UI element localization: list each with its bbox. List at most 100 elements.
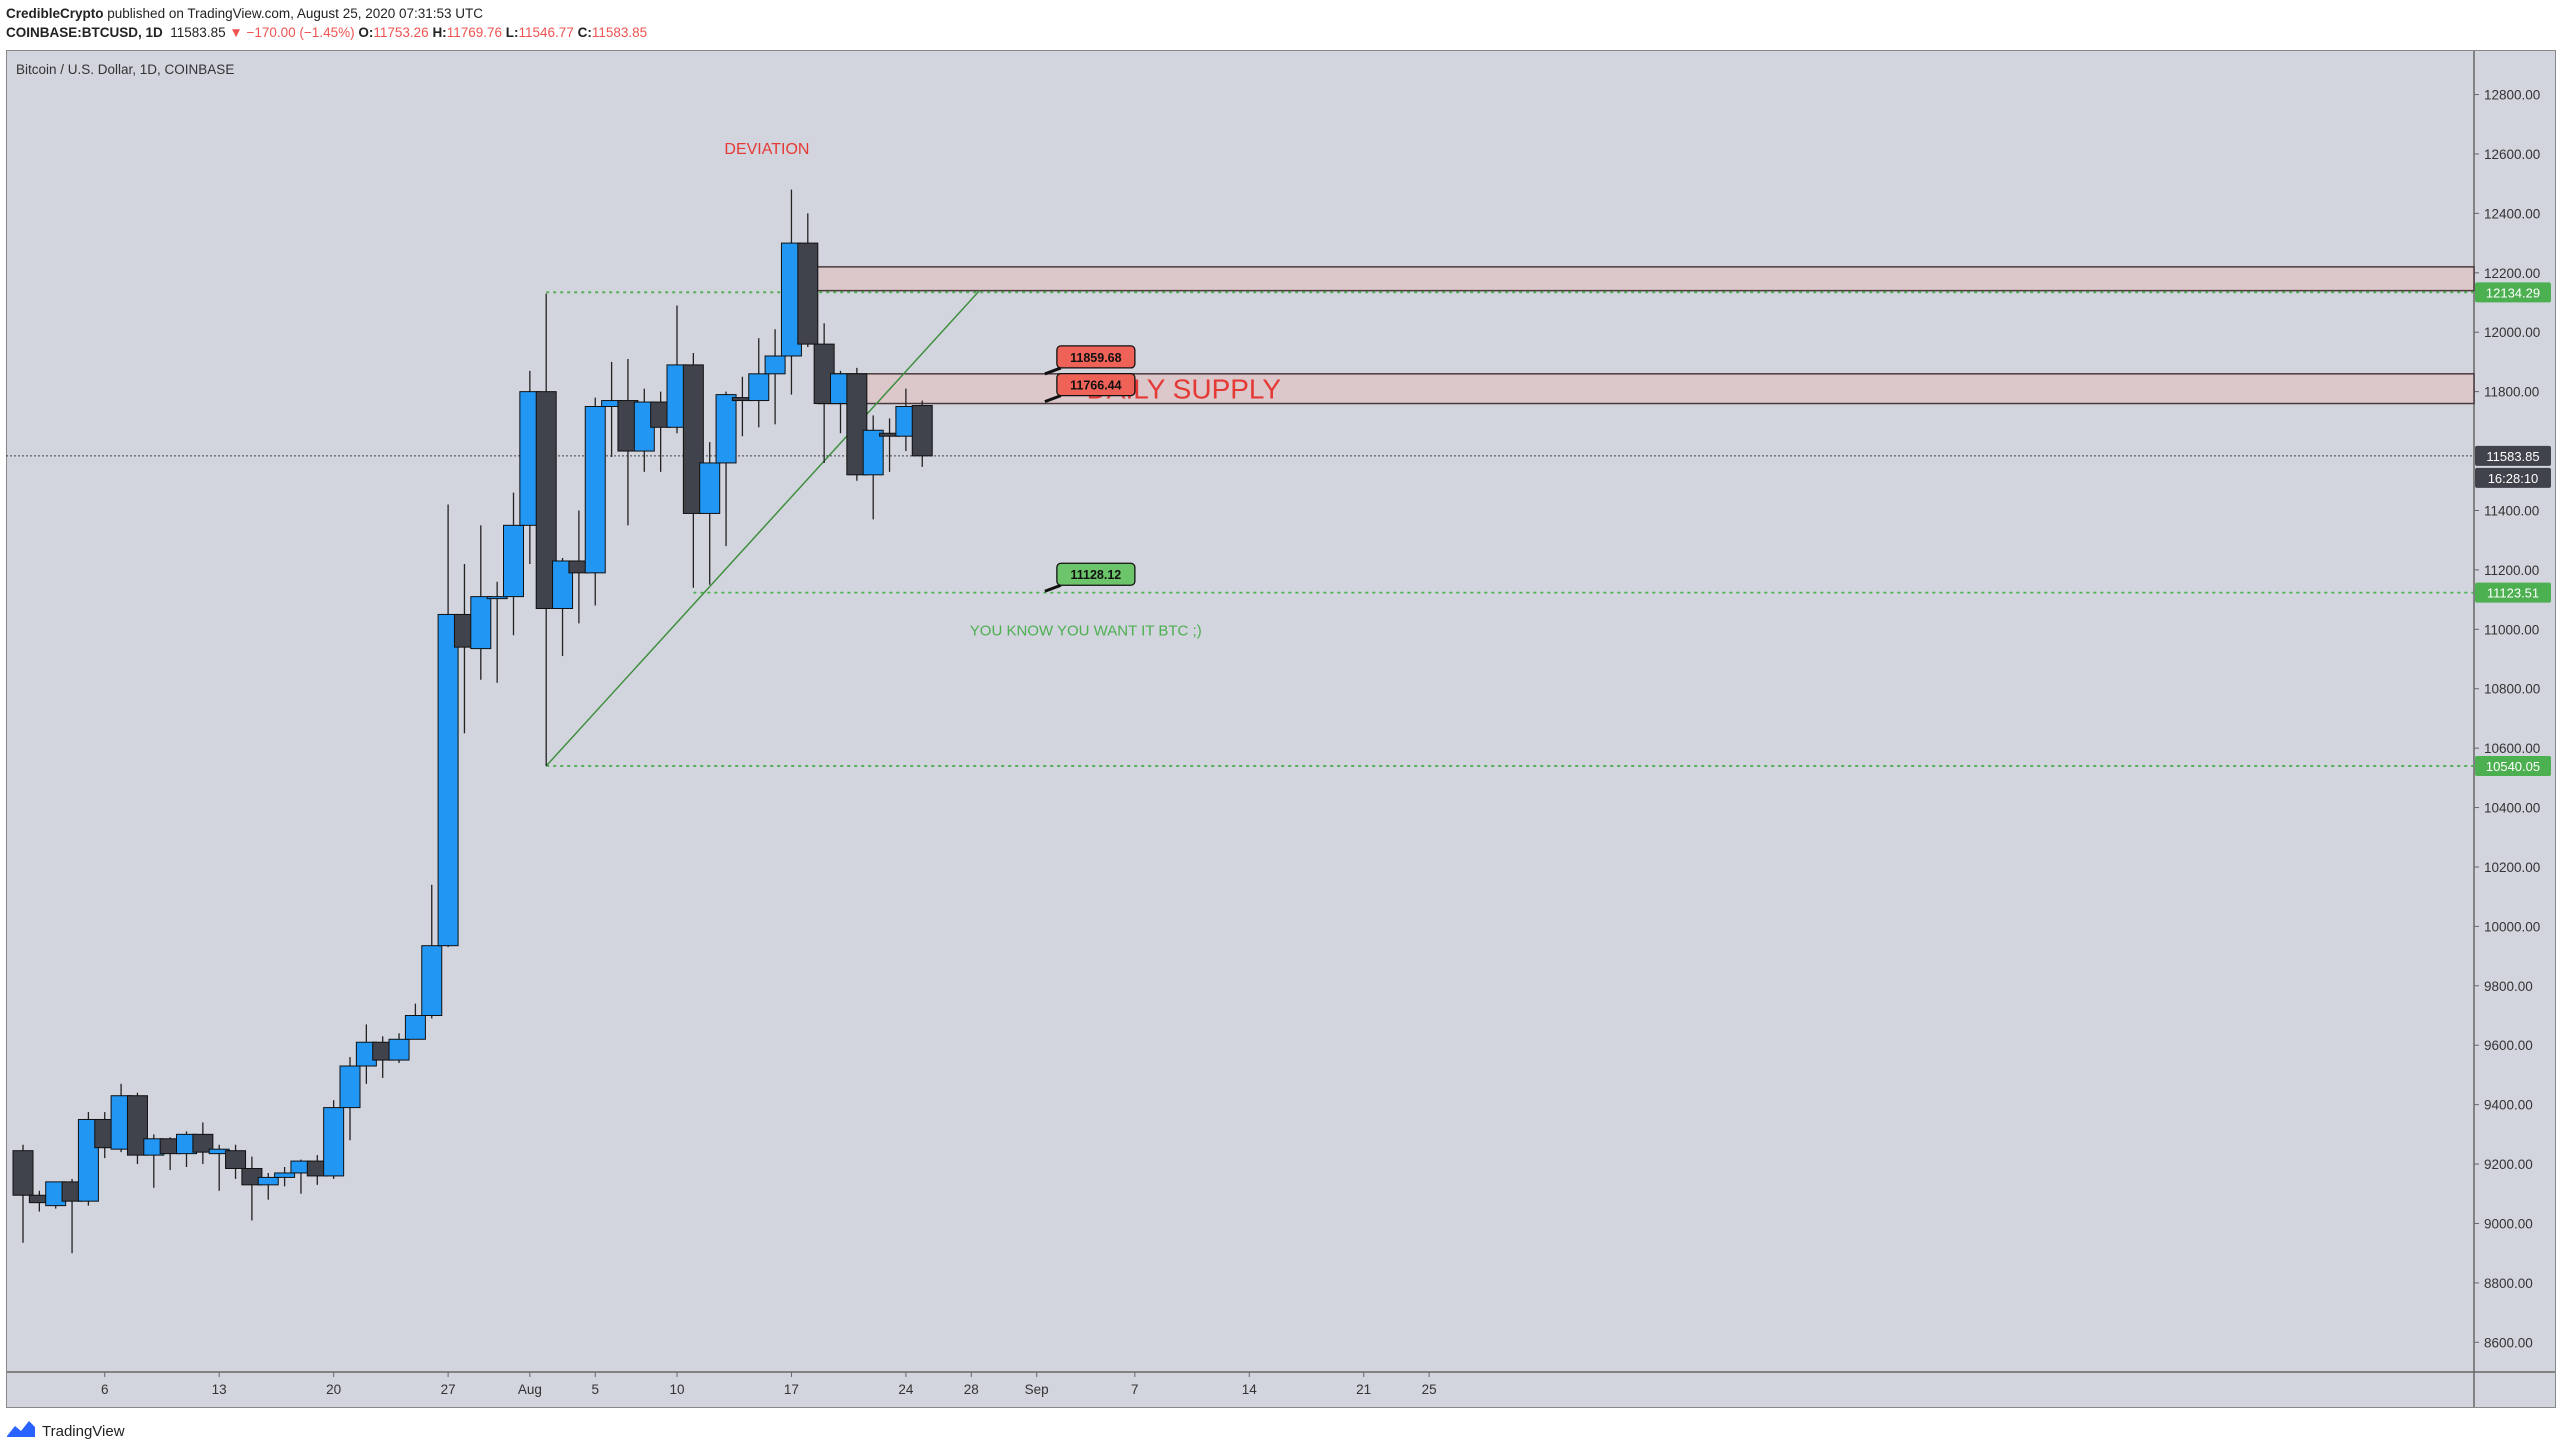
x-tick-label: 10 xyxy=(669,1382,684,1397)
y-tick-label: 12600.00 xyxy=(2484,147,2540,162)
y-tick-label: 12400.00 xyxy=(2484,206,2540,221)
candle-body xyxy=(257,1176,279,1186)
candle-body xyxy=(846,373,868,476)
level-price-badge xyxy=(2475,282,2551,303)
countdown-badge-label: 16:28:10 xyxy=(2488,471,2539,486)
high-label: H: xyxy=(432,25,447,40)
tradingview-brand[interactable]: TradingView xyxy=(42,1422,125,1440)
y-tick-label: 10000.00 xyxy=(2484,919,2540,934)
candles xyxy=(12,189,933,1254)
candle-body xyxy=(764,355,786,375)
candle-body xyxy=(699,462,721,514)
chart-title: Bitcoin / U.S. Dollar, 1D, COINBASE xyxy=(16,62,234,77)
y-tick-label: 11400.00 xyxy=(2484,503,2539,518)
tradingview-logo-icon[interactable] xyxy=(6,1419,36,1443)
candle-body xyxy=(503,524,524,598)
current-price-badge xyxy=(2475,445,2551,466)
candle-body xyxy=(748,373,770,402)
low-value: 11546.77 xyxy=(518,25,574,40)
x-tick-label: 6 xyxy=(101,1382,109,1397)
supply-zone xyxy=(784,266,2475,292)
price-callout-box xyxy=(1056,345,1136,369)
chart-border xyxy=(6,50,2556,1408)
candle-body xyxy=(862,429,884,476)
y-tick-label: 9800.00 xyxy=(2484,979,2533,994)
price-callout-label: 11859.68 xyxy=(1070,351,1121,365)
candle-body xyxy=(404,1015,426,1040)
candle-body xyxy=(715,394,737,464)
candle-body xyxy=(421,945,443,1017)
price-callout-box xyxy=(1056,372,1136,397)
candle-body xyxy=(470,596,492,650)
candle-body xyxy=(535,391,557,610)
note-label: YOU KNOW YOU WANT IT BTC ;) xyxy=(970,622,1202,639)
low-label: L: xyxy=(505,25,519,40)
candle-body xyxy=(584,405,606,574)
horizontal-levels xyxy=(6,290,2474,767)
y-tick-label: 8600.00 xyxy=(2484,1335,2533,1350)
candle-body xyxy=(12,1150,34,1196)
y-tick-label: 9600.00 xyxy=(2484,1038,2533,1053)
price-callout-label: 11766.44 xyxy=(1070,379,1121,393)
open-value: 11753.26 xyxy=(373,25,429,40)
symbol-label: COINBASE:BTCUSD, 1D xyxy=(6,25,163,40)
price-change: −170.00 (−1.45%) xyxy=(246,25,355,40)
candle-body xyxy=(274,1172,296,1178)
high-value: 11769.76 xyxy=(446,25,502,40)
x-tick-label: 7 xyxy=(1131,1382,1139,1397)
level-price-badge-label: 10540.05 xyxy=(2486,759,2540,774)
x-tick-label: 25 xyxy=(1422,1382,1437,1397)
y-tick-label: 12800.00 xyxy=(2484,88,2540,103)
chart-header: CredibleCrypto published on TradingView.… xyxy=(6,4,2546,42)
candle-body xyxy=(388,1038,410,1061)
y-tick-label: 10800.00 xyxy=(2484,682,2540,697)
time-axis[interactable]: 6 13 20 27 Aug 5 10 17 24 28 Sep 7 14 21 25 xyxy=(101,1372,1437,1397)
countdown-badge xyxy=(2475,467,2551,488)
y-tick-label: 12200.00 xyxy=(2484,266,2540,281)
candle-body xyxy=(486,596,508,600)
y-tick-label: 10200.00 xyxy=(2484,860,2540,875)
x-tick-label: 24 xyxy=(898,1382,914,1397)
price-axis-background xyxy=(2474,50,2556,1372)
down-arrow-icon: ▼ xyxy=(229,25,243,40)
x-tick-label: 20 xyxy=(326,1382,341,1397)
price-callout-label: 11128.12 xyxy=(1070,568,1121,582)
candle-body xyxy=(552,560,574,610)
y-tick-label: 12000.00 xyxy=(2484,325,2540,340)
last-price: 11583.85 xyxy=(170,25,226,40)
y-tick-label: 8800.00 xyxy=(2484,1276,2533,1291)
candlestick-chart[interactable]: Bitcoin / U.S. Dollar, 1D, COINBASE 8600… xyxy=(6,50,2556,1408)
candle-body xyxy=(323,1107,345,1177)
y-tick-label: 11800.00 xyxy=(2484,385,2539,400)
trendline xyxy=(545,290,981,767)
candle-body xyxy=(797,242,819,345)
close-value: 11583.85 xyxy=(591,25,648,40)
level-price-badge-label: 12134.29 xyxy=(2486,285,2540,300)
candle-body xyxy=(225,1150,247,1170)
candle-body xyxy=(682,364,704,514)
close-label: C: xyxy=(577,25,592,40)
x-tick-label: Aug xyxy=(518,1382,542,1397)
candle-body xyxy=(77,1118,99,1202)
candle-body xyxy=(339,1065,361,1109)
candle-body xyxy=(911,405,933,457)
candle-body xyxy=(241,1168,263,1186)
callout-pointer xyxy=(1044,366,1062,376)
level-price-badge xyxy=(2475,755,2551,776)
x-tick-label: 28 xyxy=(964,1382,979,1397)
chart-frame[interactable]: Bitcoin / U.S. Dollar, 1D, COINBASE 8600… xyxy=(6,50,2556,1408)
price-callout-box xyxy=(1056,562,1136,586)
author-name[interactable]: CredibleCrypto xyxy=(6,6,104,21)
published-text: published on TradingView.com, August 25,… xyxy=(107,6,484,21)
candle-body xyxy=(192,1133,214,1153)
y-tick-label: 10600.00 xyxy=(2484,741,2540,756)
y-tick-label: 11200.00 xyxy=(2484,563,2539,578)
x-tick-label: 14 xyxy=(1242,1382,1258,1397)
footer: TradingView xyxy=(6,1418,125,1444)
open-label: O: xyxy=(358,25,374,40)
level-price-badge-label: 11123.51 xyxy=(2487,586,2539,601)
callout-pointer xyxy=(1044,394,1062,404)
x-tick-label: 21 xyxy=(1356,1382,1371,1397)
y-tick-label: 9200.00 xyxy=(2484,1157,2533,1172)
